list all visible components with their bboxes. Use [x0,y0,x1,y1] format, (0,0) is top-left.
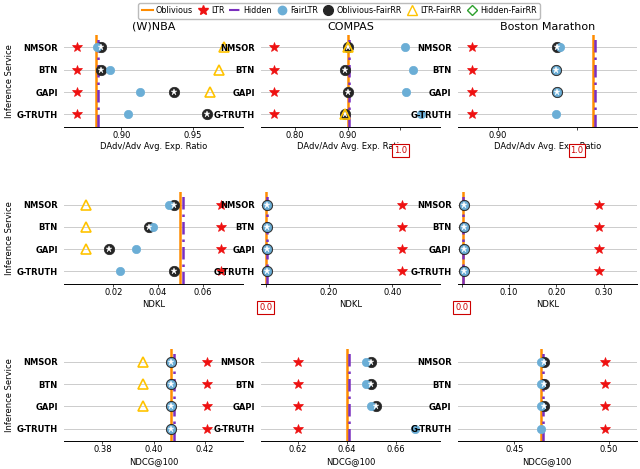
Text: 1.0: 1.0 [571,146,584,155]
X-axis label: NDKL: NDKL [339,300,362,309]
X-axis label: NDCG@100: NDCG@100 [129,457,178,466]
Text: 0.0: 0.0 [455,303,468,312]
X-axis label: DAdv/Adv Avg. Exp. Ratio: DAdv/Adv Avg. Exp. Ratio [297,143,404,151]
Y-axis label: Inference Service: Inference Service [5,44,14,118]
Legend: Oblivious, LTR, Hidden, FairLTR, Oblivious-FairRR, LTR-FairRR, Hidden-FairRR: Oblivious, LTR, Hidden, FairLTR, Oblivio… [138,3,540,19]
X-axis label: NDCG@100: NDCG@100 [326,457,375,466]
Title: (W)NBA: (W)NBA [132,22,175,31]
Y-axis label: Inference Service: Inference Service [5,201,14,275]
X-axis label: DAdv/Adv Avg. Exp. Ratio: DAdv/Adv Avg. Exp. Ratio [100,143,207,151]
Y-axis label: Inference Service: Inference Service [5,358,14,432]
Text: 1.0: 1.0 [394,146,407,155]
X-axis label: NDKL: NDKL [536,300,559,309]
X-axis label: NDCG@100: NDCG@100 [523,457,572,466]
Text: 0.0: 0.0 [259,303,272,312]
X-axis label: DAdv/Adv Avg. Exp. Ratio: DAdv/Adv Avg. Exp. Ratio [493,143,601,151]
Title: COMPAS: COMPAS [327,22,374,31]
Title: Boston Marathon: Boston Marathon [500,22,595,31]
X-axis label: NDKL: NDKL [142,300,165,309]
